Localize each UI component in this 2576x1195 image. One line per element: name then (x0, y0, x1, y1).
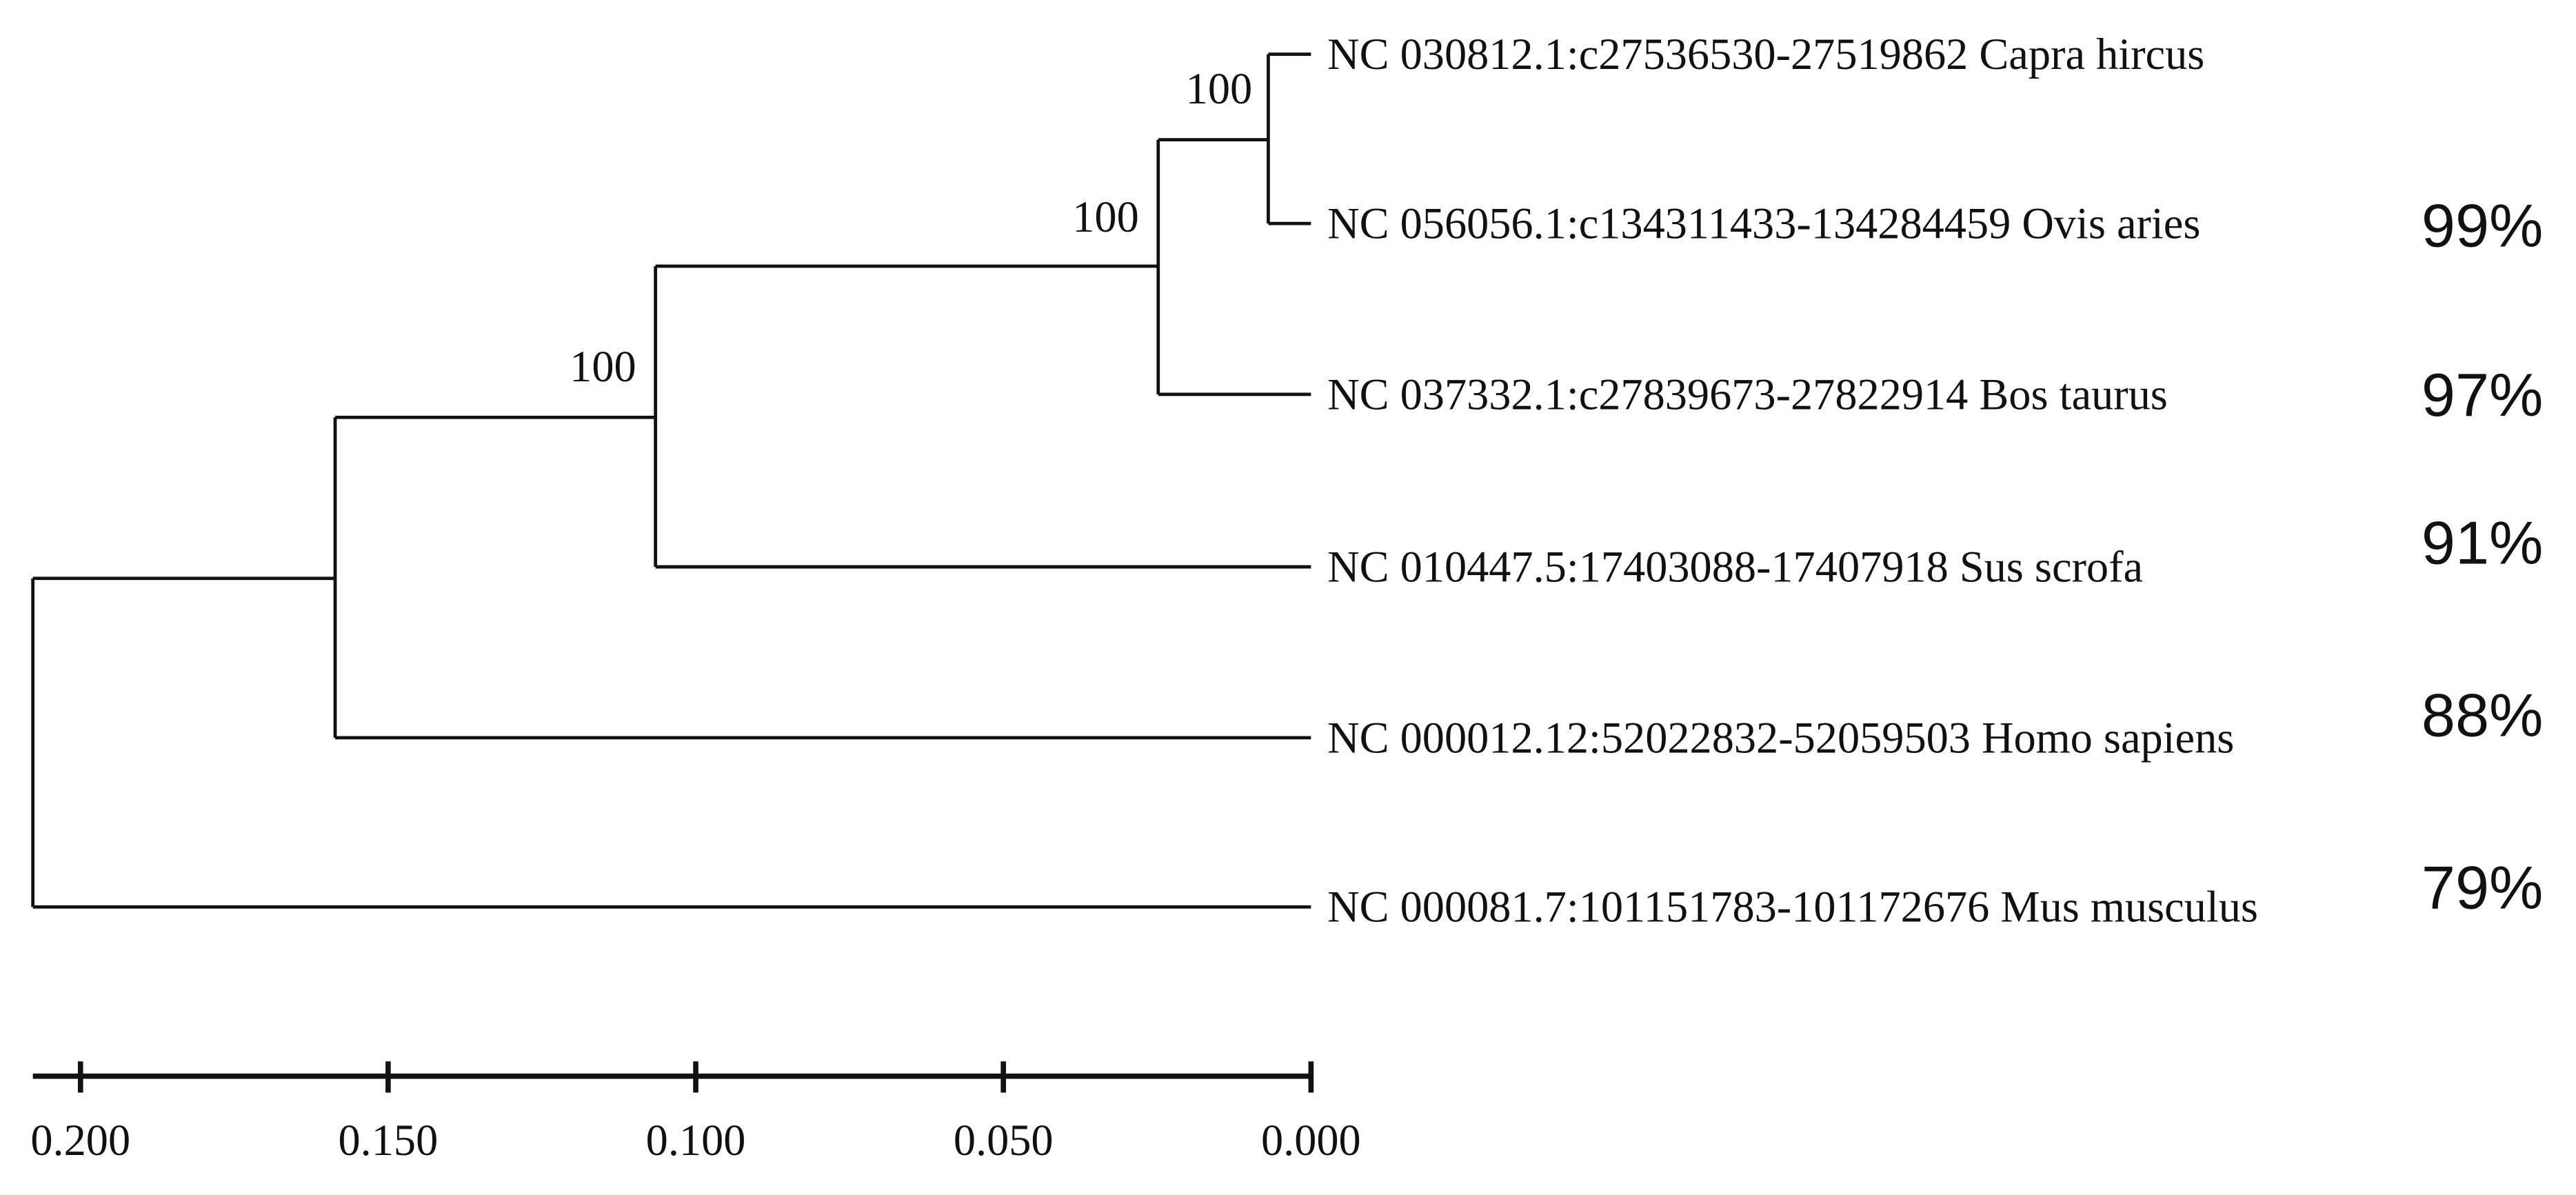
leaf-label: NC 037332.1:c27839673-27822914 Bos tauru… (1327, 370, 2168, 419)
identity-label: 79% (2422, 854, 2543, 922)
tick-label: 0.000 (1261, 1116, 1361, 1165)
branch (333, 415, 1311, 740)
identity-label: 99% (2422, 191, 2543, 259)
bootstrap-label: 100 (1072, 192, 1139, 241)
leaf-label: NC 030812.1:c27536530-27519862 Capra hir… (1327, 30, 2204, 79)
bootstrap-label: 100 (1186, 64, 1253, 113)
branch (1267, 52, 1311, 225)
identity-label: 97% (2422, 361, 2543, 429)
branch (1156, 138, 1311, 396)
identity-label: 88% (2422, 681, 2543, 749)
tick-label: 0.050 (954, 1116, 1054, 1165)
identity-label: 91% (2422, 508, 2543, 576)
bootstrap-label: 100 (570, 342, 636, 391)
tick-label: 0.200 (30, 1116, 130, 1165)
leaf-label: NC 000081.7:101151783-101172676 Mus musc… (1327, 883, 2258, 932)
leaf-label: NC 010447.5:17403088-17407918 Sus scrofa (1327, 543, 2143, 592)
leaf-label: NC 000012.12:52022832-52059503 Homo sapi… (1327, 713, 2234, 762)
tick-label: 0.100 (646, 1116, 746, 1165)
tree-branches (31, 52, 1311, 909)
tick-label: 0.150 (339, 1116, 439, 1165)
branch (31, 576, 1311, 909)
leaf-label: NC 056056.1:c134311433-134284459 Ovis ar… (1327, 199, 2200, 248)
branch (654, 264, 1311, 569)
